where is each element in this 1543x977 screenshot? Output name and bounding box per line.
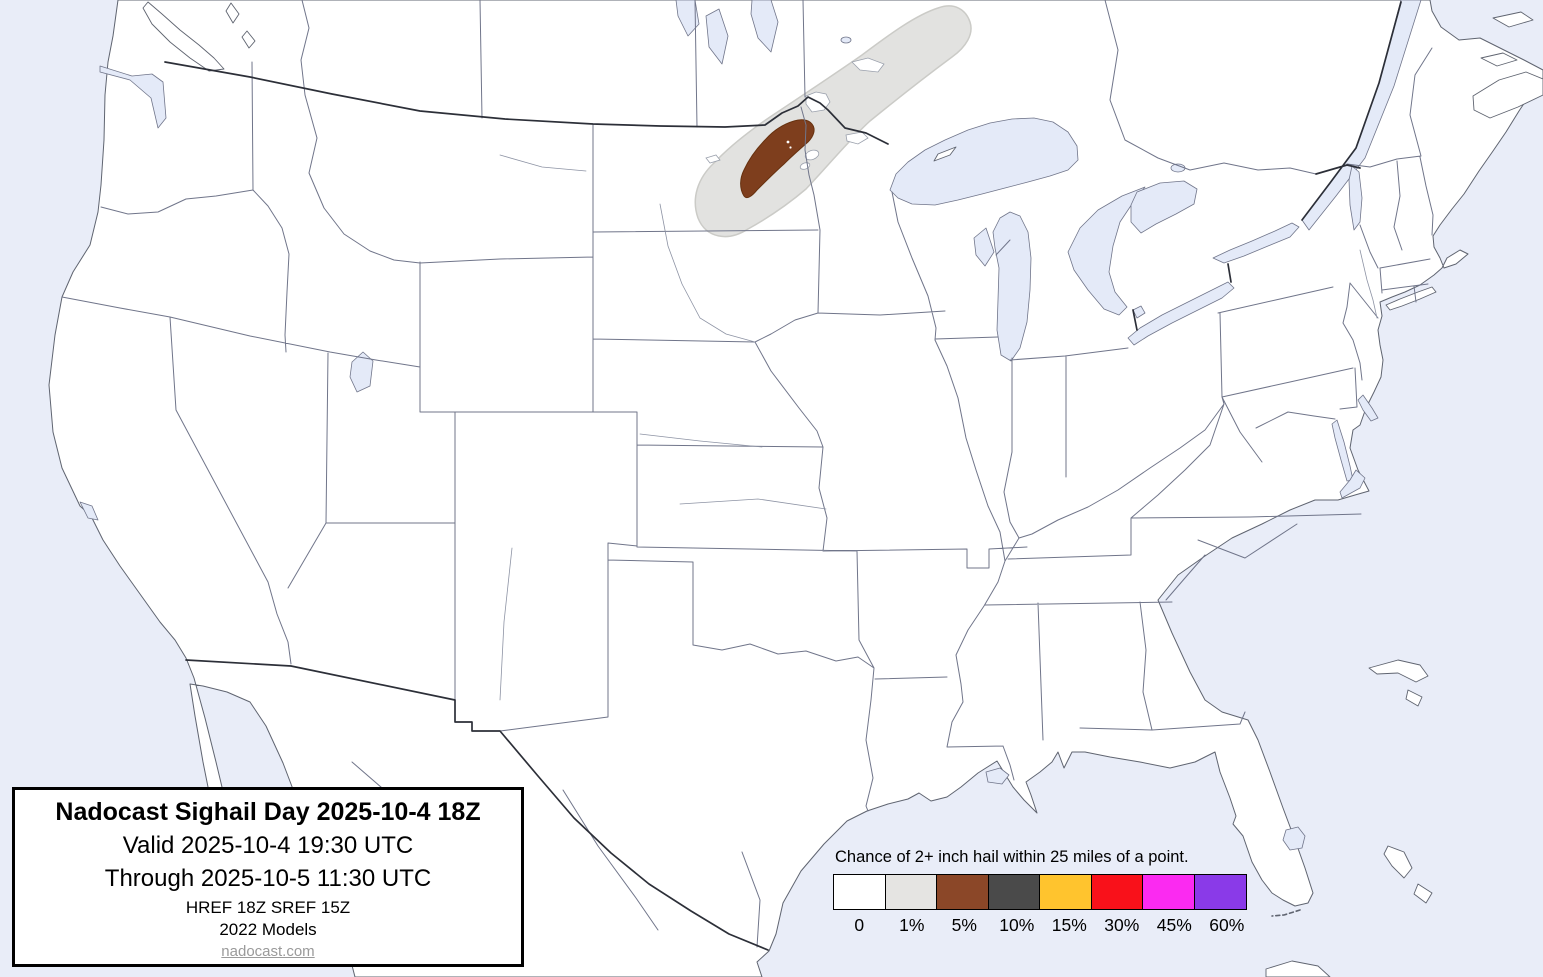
legend-swatch-15pct bbox=[1039, 874, 1092, 910]
lake-ontario bbox=[1212, 222, 1300, 264]
legend-label-5pct: 5% bbox=[951, 915, 977, 935]
red-lake bbox=[845, 131, 869, 145]
cuba-coast bbox=[1265, 960, 1331, 977]
forecast-title: Nadocast Sighail Day 2025-10-4 18Z bbox=[55, 798, 481, 826]
legend-swatch-1pct bbox=[884, 874, 938, 910]
lake-winnipegosis bbox=[675, 0, 700, 37]
gulf-island bbox=[225, 2, 240, 24]
rainy-lake bbox=[851, 57, 885, 73]
islands bbox=[142, 1, 1543, 977]
lake-michigan bbox=[992, 211, 1032, 362]
long-island bbox=[1385, 286, 1437, 311]
nadocast-link[interactable]: nadocast.com bbox=[221, 943, 315, 960]
prince-edward-island bbox=[1480, 52, 1518, 67]
lakes-in-risk-area bbox=[705, 57, 885, 170]
devils-lake bbox=[705, 154, 721, 164]
legend-swatch-5pct bbox=[936, 874, 989, 910]
bahamas-island bbox=[1405, 689, 1423, 707]
legend-swatch-row bbox=[833, 874, 1263, 910]
lake-huron bbox=[1067, 186, 1146, 316]
legend-title: Chance of 2+ inch hail within 25 miles o… bbox=[835, 848, 1189, 866]
isle-royale bbox=[933, 146, 957, 162]
national-borders bbox=[164, 1, 1402, 951]
nova-scotia bbox=[1472, 71, 1543, 119]
legend-label-30pct: 30% bbox=[1104, 915, 1140, 935]
delaware-bay bbox=[1357, 394, 1379, 422]
bahamas-island bbox=[1413, 883, 1433, 904]
andros-island bbox=[1383, 845, 1413, 879]
lake-superior bbox=[889, 117, 1079, 206]
gulf-island bbox=[241, 30, 256, 49]
water-details bbox=[79, 0, 1422, 851]
legend-label-45pct: 45% bbox=[1156, 915, 1192, 935]
legend-label-0: 0 bbox=[854, 915, 865, 935]
georgian-bay bbox=[1130, 180, 1198, 234]
lake-winnipeg bbox=[750, 0, 779, 53]
legend-label-1pct: 1% bbox=[899, 915, 925, 935]
legend-label-60pct: 60% bbox=[1209, 915, 1245, 935]
lake-manitoba bbox=[705, 8, 729, 65]
legend-swatch-0 bbox=[833, 874, 886, 910]
legend-swatch-60pct bbox=[1193, 874, 1247, 910]
legend-swatch-10pct bbox=[987, 874, 1041, 910]
state-borders bbox=[61, 0, 1434, 948]
small-lake bbox=[786, 140, 790, 144]
small-lake bbox=[840, 36, 852, 44]
website-line: nadocast.com bbox=[15, 941, 521, 962]
great-salt-lake bbox=[349, 351, 374, 393]
lake-st-clair bbox=[1132, 305, 1146, 319]
vancouver-island bbox=[142, 1, 225, 72]
forecast-title-box: Nadocast Sighail Day 2025-10-4 18Z Valid… bbox=[12, 787, 524, 967]
chesapeake-bay bbox=[1331, 419, 1354, 482]
lake-okeechobee bbox=[1282, 826, 1306, 851]
mille-lacs-lake bbox=[804, 149, 820, 161]
puget-sound bbox=[99, 65, 167, 129]
hail-risk-area-5pct bbox=[740, 119, 815, 199]
pamlico-sound bbox=[1339, 469, 1366, 499]
legend-label-10pct: 10% bbox=[999, 915, 1035, 935]
valid-time: Valid 2025-10-4 19:30 UTC bbox=[122, 832, 414, 859]
through-time: Through 2025-10-5 11:30 UTC bbox=[104, 865, 432, 892]
lake-erie bbox=[1127, 281, 1235, 346]
legend-label-row: 0 1% 5% 10% 15% 30% 45% 60% bbox=[833, 915, 1263, 936]
lake-champlain bbox=[1348, 165, 1363, 231]
model-info-line2: 2022 Models bbox=[219, 920, 317, 939]
small-lake bbox=[789, 146, 792, 149]
anticosti-island bbox=[1492, 11, 1534, 28]
legend-swatch-30pct bbox=[1090, 874, 1144, 910]
legend-label-15pct: 15% bbox=[1051, 915, 1087, 935]
florida-keys bbox=[1271, 909, 1301, 917]
model-info-line1: HREF 18Z SREF 15Z bbox=[185, 898, 351, 917]
lake-pontchartrain bbox=[985, 767, 1010, 785]
legend-swatch-45pct bbox=[1142, 874, 1195, 910]
green-bay bbox=[973, 227, 995, 267]
hail-probability-legend: Chance of 2+ inch hail within 25 miles o… bbox=[833, 848, 1263, 936]
rivers bbox=[499, 154, 1378, 701]
sf-bay bbox=[79, 501, 99, 521]
bahamas-island bbox=[1368, 659, 1429, 683]
